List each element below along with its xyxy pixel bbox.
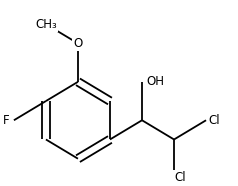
Text: OH: OH [146,75,164,88]
Text: Cl: Cl [174,171,186,184]
Text: O: O [73,37,83,50]
Text: F: F [3,114,10,127]
Text: Cl: Cl [208,114,220,127]
Text: CH₃: CH₃ [35,18,57,31]
